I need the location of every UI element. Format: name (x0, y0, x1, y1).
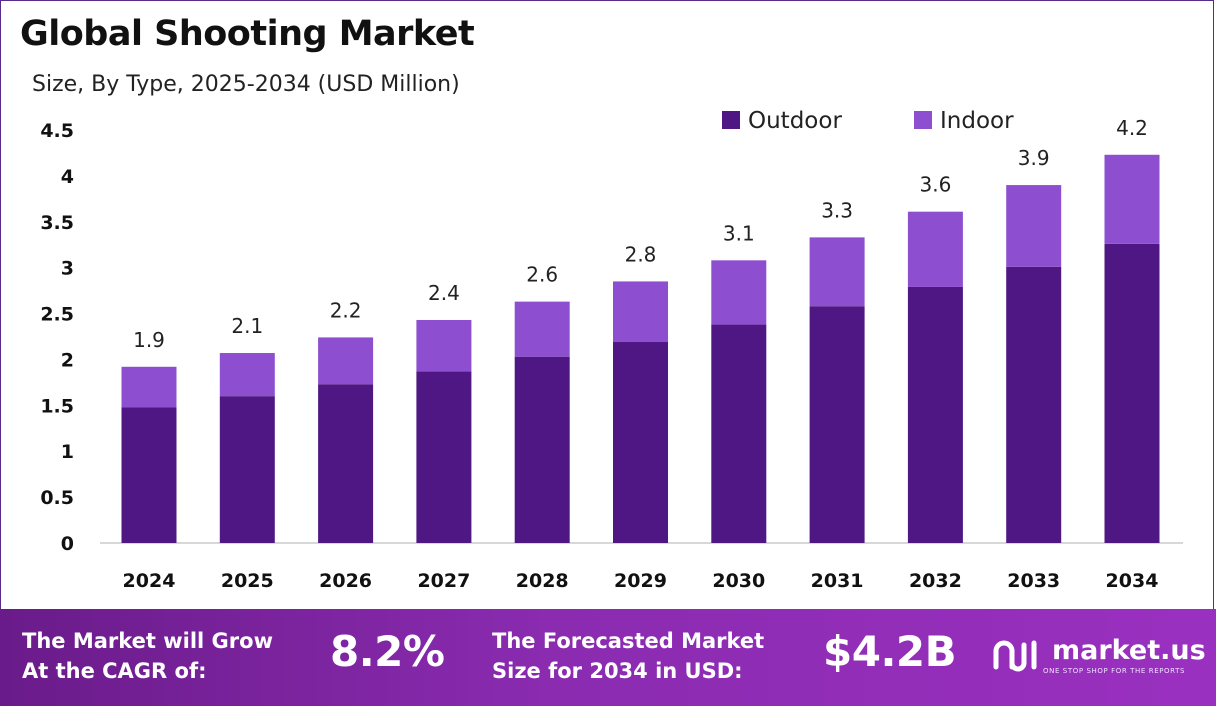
bar-outdoor-2032 (907, 286, 963, 543)
x-tick-label-2025: 2025 (221, 570, 274, 592)
cagr-value: 8.2% (330, 627, 445, 676)
bar-outdoor-2028 (514, 356, 570, 543)
x-axis-labels: 2024 2025 2026 2027 2028 2029 2030 2031 2032 2033… (123, 570, 1159, 592)
bar-outdoor-2025 (219, 396, 275, 543)
bar-outdoor-2030 (711, 324, 767, 543)
x-tick-label-2034: 2034 (1106, 570, 1159, 592)
total-label-2025: 2.1 (231, 314, 263, 338)
bar-outdoor-2027 (416, 371, 472, 543)
x-tick-label-2027: 2027 (417, 570, 470, 592)
bar-outdoor-2034 (1104, 243, 1160, 543)
y-tick-label: 1 (61, 441, 74, 463)
bar-indoor-2027 (416, 319, 472, 372)
cagr-caption-line2: At the CAGR of: (22, 659, 207, 683)
y-tick-label: 3 (61, 258, 74, 280)
forecast-caption-line1: The Forecasted Market (492, 629, 765, 653)
bar-indoor-2030 (711, 260, 767, 325)
forecast-value: $4.2B (823, 627, 957, 676)
bar-indoor-2026 (318, 337, 374, 385)
y-tick-label: 4.5 (40, 120, 74, 142)
legend-label-indoor: Indoor (940, 108, 1014, 134)
bar-outdoor-2029 (613, 342, 668, 543)
bars-group: 1.9 2.1 2.2 2.4 2.6 2.8 3.1 3.3 3.6 3.9 4.2 (121, 116, 1160, 543)
y-tick-label: 0 (61, 533, 74, 555)
total-label-2032: 3.6 (919, 173, 951, 197)
brand-name: market.us (1052, 635, 1206, 666)
total-label-2029: 2.8 (625, 242, 657, 266)
legend-swatch-indoor (914, 111, 932, 129)
total-label-2031: 3.3 (821, 198, 853, 222)
x-tick-label-2024: 2024 (123, 570, 176, 592)
x-tick-label-2031: 2031 (811, 570, 864, 592)
bar-indoor-2028 (514, 301, 570, 357)
y-tick-label: 1.5 (40, 395, 74, 417)
bar-indoor-2033 (1006, 185, 1062, 267)
y-axis-ticks: 0 0.5 1 1.5 2 2.5 3 3.5 4 4.5 (40, 120, 74, 555)
footer-banner: The Market will Grow At the CAGR of: 8.2… (0, 609, 1216, 706)
brand-tagline: ONE STOP SHOP FOR THE REPORTS (1043, 667, 1186, 675)
bar-indoor-2024 (121, 366, 177, 408)
chart-title: Global Shooting Market (20, 14, 475, 54)
x-tick-label-2026: 2026 (319, 570, 372, 592)
cagr-caption: The Market will Grow At the CAGR of: (22, 626, 273, 686)
y-tick-label: 2.5 (40, 304, 74, 326)
bar-outdoor-2026 (318, 384, 374, 543)
bar-outdoor-2024 (121, 407, 177, 543)
bar-indoor-2031 (809, 237, 865, 307)
y-tick-label: 2 (61, 349, 74, 371)
x-tick-label-2028: 2028 (516, 570, 569, 592)
total-label-2028: 2.6 (526, 263, 558, 287)
x-tick-label-2030: 2030 (712, 570, 765, 592)
legend-swatch-outdoor (722, 111, 740, 129)
market-us-logo-icon (993, 640, 1037, 672)
total-label-2030: 3.1 (723, 221, 755, 245)
total-label-2024: 1.9 (133, 328, 165, 352)
x-tick-label-2032: 2032 (909, 570, 962, 592)
chart-legend: Outdoor Indoor (722, 108, 1014, 134)
cagr-caption-line1: The Market will Grow (22, 629, 273, 653)
bar-outdoor-2033 (1006, 266, 1062, 543)
chart-subtitle: Size, By Type, 2025-2034 (USD Million) (32, 72, 460, 97)
bar-indoor-2029 (613, 281, 668, 343)
y-tick-label: 0.5 (40, 487, 74, 509)
forecast-caption: The Forecasted Market Size for 2034 in U… (492, 626, 764, 686)
x-tick-label-2029: 2029 (614, 570, 667, 592)
y-tick-label: 4 (61, 166, 74, 188)
total-label-2034: 4.2 (1116, 116, 1148, 140)
bar-chart: 0 0.5 1 1.5 2 2.5 3 3.5 4 4.5 1.9 2.1 2.2 2.4 2.6 2.8 3… (40, 108, 1183, 592)
forecast-caption-line2: Size for 2034 in USD: (492, 659, 743, 683)
bar-indoor-2034 (1104, 154, 1160, 244)
y-tick-label: 3.5 (40, 212, 74, 234)
legend-label-outdoor: Outdoor (748, 108, 842, 134)
x-tick-label-2033: 2033 (1007, 570, 1060, 592)
bar-indoor-2025 (219, 353, 275, 397)
bar-indoor-2032 (907, 211, 963, 287)
total-label-2026: 2.2 (330, 298, 362, 322)
total-label-2033: 3.9 (1018, 146, 1050, 170)
total-label-2027: 2.4 (428, 281, 460, 305)
bar-outdoor-2031 (809, 306, 865, 543)
